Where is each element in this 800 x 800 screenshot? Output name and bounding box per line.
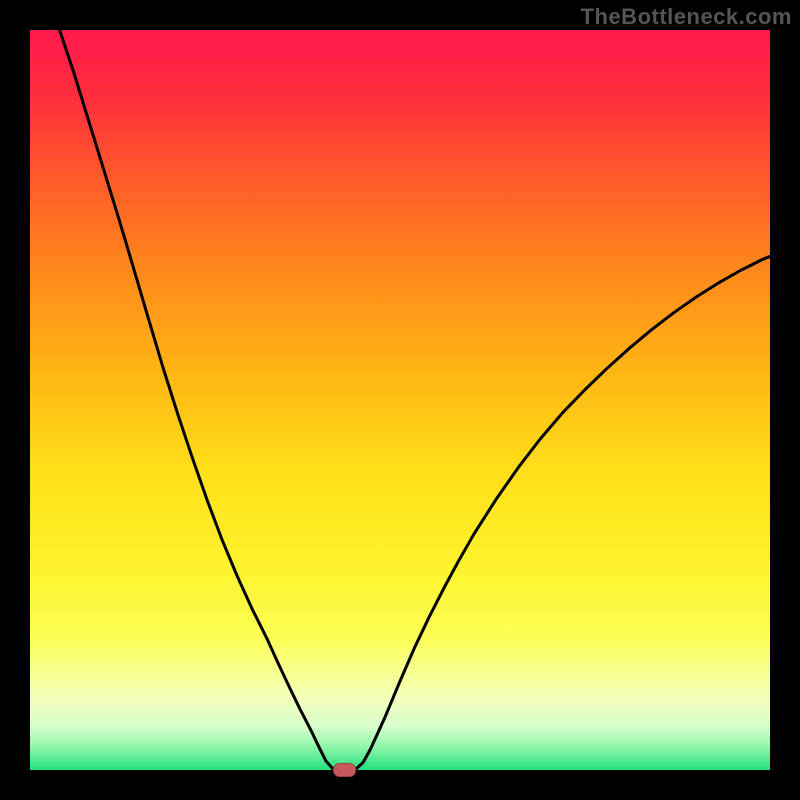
plot-area-gradient <box>30 30 770 770</box>
chart-stage: TheBottleneck.com <box>0 0 800 800</box>
bottleneck-chart <box>0 0 800 800</box>
watermark-text: TheBottleneck.com <box>581 4 792 30</box>
optimal-point-marker <box>334 764 356 777</box>
